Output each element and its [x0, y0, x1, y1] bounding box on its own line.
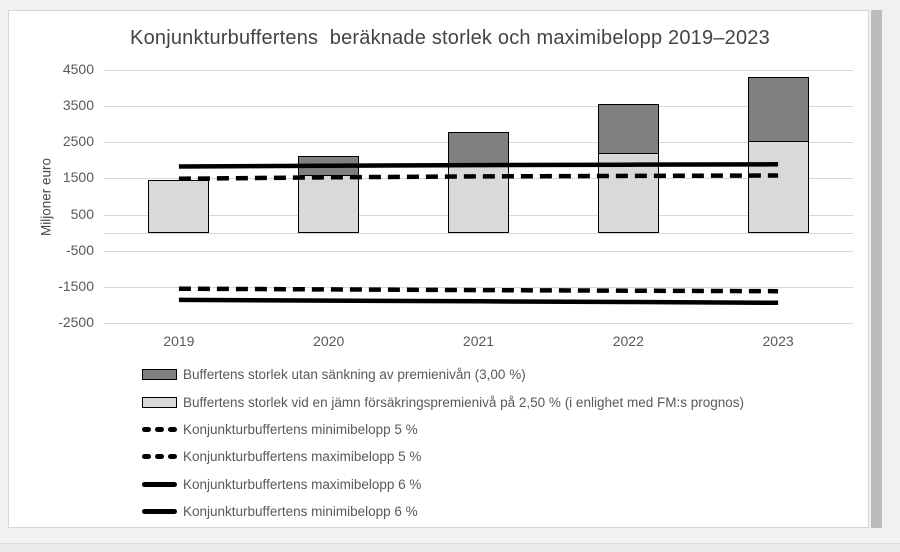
- zero-axis-line: [104, 232, 853, 234]
- legend: Buffertens storlek utan sänkning av prem…: [142, 361, 744, 525]
- bar-2019-series2: [148, 180, 210, 233]
- gridline: [104, 286, 853, 288]
- x-axis-label-2019: 2019: [163, 333, 195, 349]
- legend-swatch-solid-line: [142, 481, 177, 487]
- legend-label: Konjunkturbuffertens maximibelopp 5 %: [183, 449, 422, 465]
- x-axis-label-2021: 2021: [462, 333, 495, 349]
- plot-area: [104, 70, 853, 324]
- legend-label: Buffertens storlek vid en jämn försäkrin…: [183, 394, 745, 410]
- gridline: [104, 70, 853, 71]
- y-tick-label: -500: [65, 241, 94, 258]
- x-axis-label-2020: 2020: [313, 333, 345, 349]
- gridline: [104, 323, 853, 324]
- legend-item-maximibelopp-5: Konjunkturbuffertens maximibelopp 5 %: [142, 443, 744, 470]
- legend-item-buffer-3pct: Buffertens storlek utan sänkning av prem…: [142, 361, 744, 388]
- scrollbar[interactable]: [871, 10, 882, 528]
- y-tick-label: 3500: [62, 97, 94, 114]
- y-tick-label: -2500: [58, 314, 94, 330]
- line-konjunkturbuffertens-minimibelopp-6-: [178, 297, 779, 306]
- legend-item-minimibelopp-6: Konjunkturbuffertens minimibelopp 6 %: [142, 498, 744, 525]
- legend-swatch-dashed-line: [142, 426, 177, 432]
- gridline: [104, 106, 853, 108]
- y-tick-label: -1500: [58, 277, 94, 294]
- line-konjunkturbuffertens-maximibelopp-6-: [178, 162, 779, 169]
- legend-label: Konjunkturbuffertens maximibelopp 6 %: [183, 476, 422, 492]
- y-tick-label: 1500: [62, 169, 94, 186]
- bar-2020-series2: [298, 175, 360, 233]
- line-series-overlay: [178, 162, 779, 306]
- legend-swatch-solid-line: [142, 509, 177, 515]
- y-tick-label: 2500: [62, 133, 94, 150]
- legend-label: Buffertens storlek utan sänkning av prem…: [183, 367, 526, 383]
- legend-label: Konjunkturbuffertens minimibelopp 6 %: [183, 504, 418, 520]
- chart-title: Konjunkturbuffertens beräknade storlek o…: [130, 27, 770, 49]
- legend-label: Konjunkturbuffertens minimibelopp 5 %: [183, 421, 418, 437]
- gridline: [104, 250, 853, 252]
- legend-swatch-dark-bar: [142, 369, 177, 381]
- bottom-strip: [0, 543, 900, 552]
- document-panel: [8, 10, 869, 528]
- legend-item-buffer-2-50pct: Buffertens storlek vid en jämn försäkrin…: [142, 388, 744, 415]
- y-tick-label: 4500: [62, 61, 94, 77]
- legend-swatch-dashed-line: [142, 454, 177, 460]
- legend-item-maximibelopp-6: Konjunkturbuffertens maximibelopp 6 %: [142, 471, 744, 498]
- x-axis-label-2022: 2022: [612, 333, 644, 349]
- bar-2021-series2: [448, 163, 509, 233]
- y-tick-label: 500: [70, 205, 94, 222]
- line-konjunkturbuffertens-minimibelopp-5-: [178, 286, 779, 294]
- x-axis-label-2023: 2023: [762, 333, 794, 349]
- line-konjunkturbuffertens-maximibelopp-5-: [178, 173, 779, 182]
- bar-2023-series2: [747, 141, 809, 233]
- legend-item-minimibelopp-5: Konjunkturbuffertens minimibelopp 5 %: [142, 416, 744, 443]
- legend-swatch-light-bar: [142, 396, 177, 408]
